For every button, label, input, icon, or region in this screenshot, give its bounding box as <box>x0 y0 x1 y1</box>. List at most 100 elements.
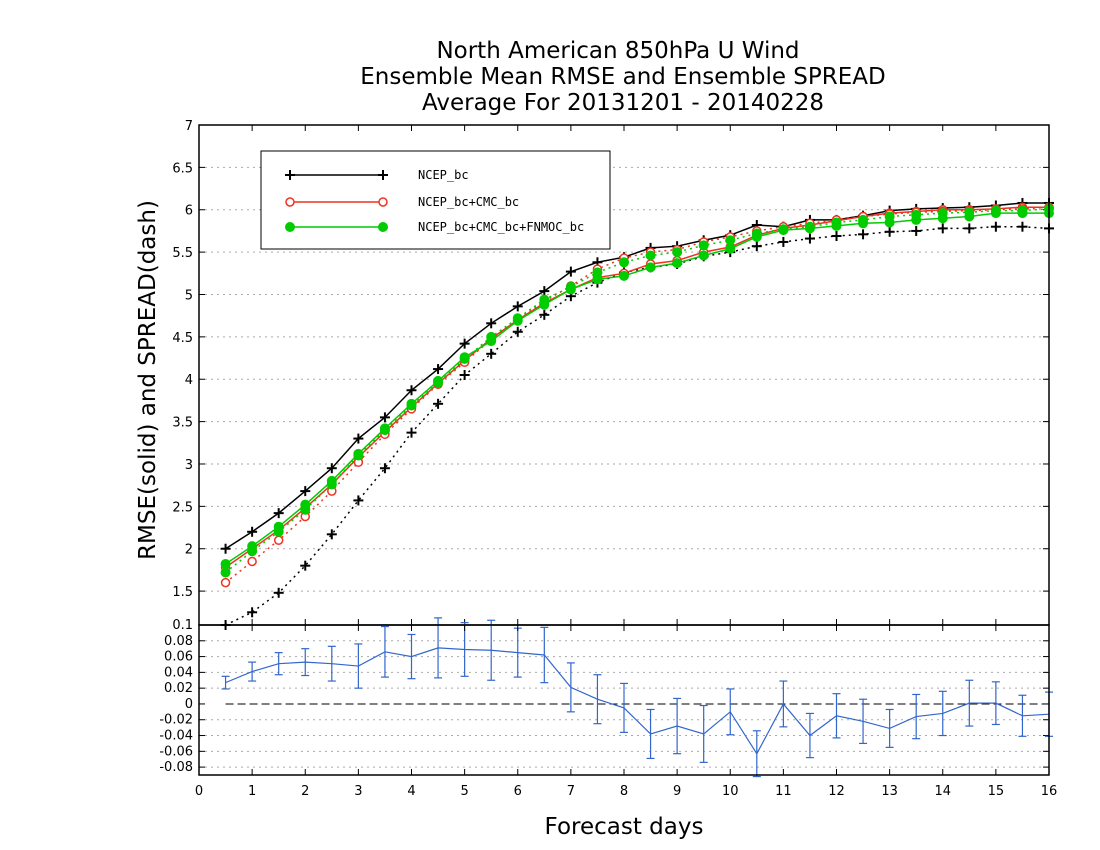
error-bar <box>301 648 310 677</box>
x-axis-label: Forecast days <box>545 814 704 840</box>
spread-point <box>406 427 417 438</box>
rmse-point <box>725 243 736 254</box>
x-tick-label: 14 <box>934 784 951 799</box>
series-NCEP_bc+CMC_bc+FNMOC_bc <box>220 203 1054 578</box>
spread-point <box>300 560 311 571</box>
error-bar <box>805 712 814 759</box>
spread-point <box>220 577 231 588</box>
legend-label: NCEP_bc+CMC_bc+FNMOC_bc <box>418 220 584 234</box>
spread-point <box>778 236 789 247</box>
top-y-tick-label: 4 <box>185 373 193 388</box>
spread-point <box>990 205 1001 216</box>
error-bar <box>859 698 868 745</box>
spread-point <box>751 241 762 252</box>
error-bar <box>248 661 257 682</box>
spread-point <box>1017 205 1028 216</box>
x-tick-label: 3 <box>354 784 362 799</box>
rmse-point <box>698 250 709 261</box>
error-bar <box>274 652 283 676</box>
spread-line <box>225 206 1050 584</box>
legend-item: NCEP_bc+CMC_bc <box>285 195 519 209</box>
bottom-y-tick-label: -0.02 <box>159 713 193 728</box>
bottom-y-tick-label: -0.04 <box>159 729 193 744</box>
error-bar <box>779 680 788 728</box>
top-y-tick-label: 2.5 <box>172 500 193 515</box>
error-bar <box>540 626 549 684</box>
top-y-tick-label: 1.5 <box>172 585 193 600</box>
error-bar <box>885 708 894 748</box>
error-bar <box>620 682 628 733</box>
top-y-tick-label: 4.5 <box>172 331 193 346</box>
x-tick-label: 16 <box>1041 784 1058 799</box>
top-series <box>220 197 1054 630</box>
error-bar <box>380 625 389 678</box>
error-bar <box>327 645 336 682</box>
legend-marker <box>285 197 295 207</box>
spread-point <box>353 495 364 506</box>
top-y-tick-label: 5.5 <box>172 246 193 261</box>
bottom-y-tick-label: 0.02 <box>164 681 193 696</box>
series-NCEP_bc+CMC_bc <box>220 202 1054 588</box>
rmse-line <box>225 202 1049 550</box>
difference-panel: -0.08-0.06-0.04-0.0200.020.040.060.080.1… <box>159 617 1058 799</box>
spread-point <box>884 226 895 237</box>
x-tick-label: 4 <box>407 784 415 799</box>
legend-marker <box>285 170 295 180</box>
spread-point <box>539 294 550 305</box>
spread-point <box>831 231 842 242</box>
spread-point <box>831 217 842 228</box>
spread-point <box>725 235 736 246</box>
series-NCEP_bc <box>220 197 1054 630</box>
spread-point <box>804 233 815 244</box>
spread-point <box>353 450 364 461</box>
spread-point <box>247 556 257 567</box>
rmse-line <box>225 212 1049 565</box>
spread-point <box>672 247 683 258</box>
error-bar <box>965 679 974 727</box>
rmse-point <box>273 508 284 519</box>
error-bar <box>407 633 416 680</box>
spread-point <box>884 211 895 222</box>
legend-marker <box>378 170 388 180</box>
rmse-point <box>433 364 444 375</box>
legend-marker <box>378 197 388 207</box>
spread-point <box>326 479 337 490</box>
legend-marker <box>378 222 388 232</box>
spread-point <box>804 221 815 232</box>
error-bar <box>646 708 655 760</box>
x-tick-label: 1 <box>248 784 256 799</box>
x-tick-label: 7 <box>567 784 575 799</box>
top-y-tick-label: 6 <box>185 204 193 219</box>
bottom-y-tick-label: 0.04 <box>164 665 193 680</box>
spread-point <box>990 221 1001 232</box>
spread-point <box>273 587 284 598</box>
spread-point <box>247 546 258 557</box>
top-y-tick-label: 3.5 <box>172 416 193 431</box>
spread-point <box>433 377 444 388</box>
spread-point <box>220 567 231 578</box>
error-bar <box>434 617 443 679</box>
error-bar <box>673 697 682 755</box>
spread-point <box>911 209 922 220</box>
x-tick-label: 13 <box>881 784 898 799</box>
rmse-point <box>672 258 683 269</box>
rmse-point <box>353 433 364 444</box>
top-y-tick-label: 5 <box>185 288 193 303</box>
spread-point <box>592 267 603 278</box>
spread-point <box>459 353 470 364</box>
rmse-point <box>512 301 523 312</box>
rmse-point <box>486 318 497 329</box>
bottom-y-tick-label: 0.06 <box>164 650 193 665</box>
rmse-point <box>406 385 417 396</box>
rmse-point <box>619 270 629 281</box>
spread-point <box>300 504 311 515</box>
spread-point <box>937 208 948 219</box>
x-tick-label: 2 <box>301 784 309 799</box>
spread-point <box>512 326 523 337</box>
error-bar <box>593 674 602 725</box>
spread-point <box>486 348 497 359</box>
spread-point <box>273 526 284 537</box>
x-tick-label: 15 <box>988 784 1005 799</box>
error-bar <box>991 681 1000 726</box>
